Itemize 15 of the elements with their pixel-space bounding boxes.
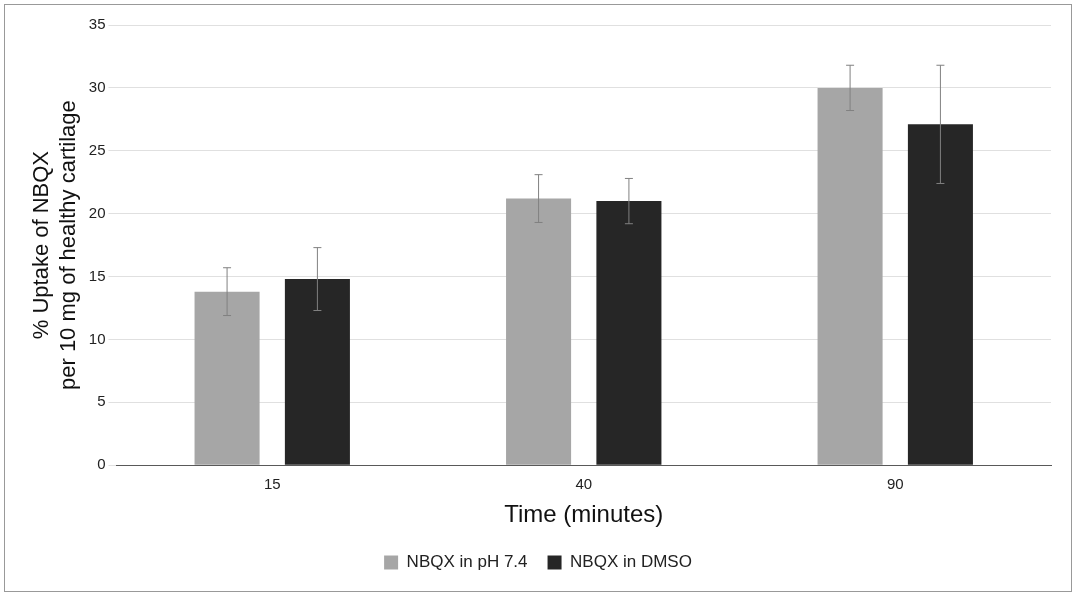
y-axis-title: % Uptake of NBQX per 10 mg of healthy cartilage <box>28 100 80 391</box>
x-tick-label: 40 <box>575 475 593 493</box>
y-tick-label: 20 <box>88 203 106 221</box>
y-tick-label: 10 <box>88 329 106 347</box>
y-tick-label: 25 <box>88 140 106 158</box>
y-tick-label: 0 <box>97 455 106 473</box>
y-tick-label: 15 <box>88 266 106 284</box>
y-tick-label: 35 <box>88 15 106 33</box>
x-tick-label: 15 <box>263 475 281 493</box>
x-tick-label: 90 <box>886 475 904 493</box>
legend-label: NBQX in DMSO <box>570 552 692 572</box>
legend-label: NBQX in pH 7.4 <box>406 552 528 572</box>
y-tick-label: 30 <box>88 78 106 96</box>
x-axis-title: Time (minutes) <box>504 500 664 528</box>
y-tick-label: 5 <box>97 392 106 410</box>
